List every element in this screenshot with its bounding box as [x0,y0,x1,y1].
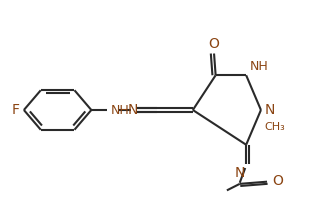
Text: N: N [128,103,138,117]
Text: NH: NH [249,60,268,73]
Text: N: N [264,103,274,117]
Text: O: O [209,37,219,51]
Text: O: O [272,174,283,188]
Text: F: F [12,103,20,117]
Text: NH: NH [110,103,129,117]
Text: CH₃: CH₃ [264,122,285,132]
Text: N: N [234,166,245,180]
